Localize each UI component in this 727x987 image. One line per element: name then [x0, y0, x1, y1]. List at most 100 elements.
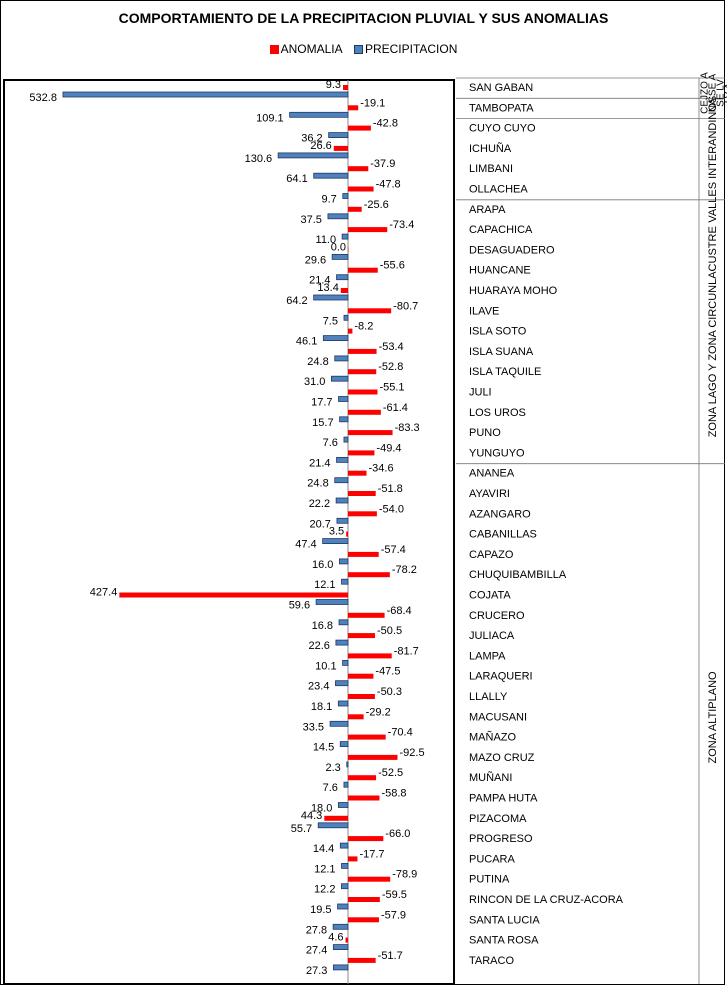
anomaly-bar-16 — [348, 389, 378, 395]
legend-swatch-anomalia — [269, 45, 279, 54]
precip-label-7: 37.5 — [301, 214, 322, 226]
precip-bar-21 — [335, 497, 349, 504]
anomaly-bar-27 — [348, 612, 385, 618]
anomaly-label-18: -83.3 — [395, 422, 420, 434]
anomaly-label-39: -17.7 — [359, 848, 384, 860]
anomaly-bar-17 — [348, 409, 381, 415]
precip-bar-11 — [313, 294, 349, 301]
anomaly-label-31: -50.3 — [377, 686, 402, 698]
precip-label-42: 27.8 — [306, 924, 327, 936]
anomaly-bar-37 — [324, 815, 348, 821]
precip-bar-37 — [317, 822, 349, 829]
region-label-1: CEJZO A — [700, 72, 711, 114]
station-label-35: MUÑANI — [469, 771, 512, 784]
precip-label-16: 17.7 — [311, 397, 332, 409]
anomaly-bar-28 — [348, 633, 376, 639]
precip-label-43: 27.4 — [306, 945, 327, 957]
precip-bar-12 — [343, 314, 349, 321]
precip-bar-19 — [336, 456, 349, 463]
anomaly-bar-7 — [348, 206, 362, 212]
precip-label-29: 10.1 — [315, 660, 336, 672]
precip-label-6: 9.7 — [322, 194, 337, 206]
anomaly-bar-29 — [348, 653, 392, 659]
station-label-32: MACUSANI — [469, 711, 527, 723]
precip-bar-28 — [335, 639, 349, 646]
anomaly-label-35: -52.5 — [378, 767, 403, 779]
precip-bar-31 — [337, 700, 349, 707]
anomaly-label-30: -47.5 — [375, 666, 400, 678]
precip-label-36: 18.0 — [311, 803, 332, 815]
anomaly-label-6: -47.8 — [376, 179, 401, 191]
precip-bar-2 — [289, 111, 349, 118]
precip-label-21: 22.2 — [309, 498, 330, 510]
precip-label-13: 46.1 — [296, 336, 317, 348]
precip-label-37: 55.7 — [291, 823, 312, 835]
anomaly-label-36: -58.8 — [381, 788, 406, 800]
anomaly-bar-19 — [348, 450, 375, 456]
anomaly-bar-43 — [345, 937, 348, 943]
anomaly-label-40: -78.9 — [392, 869, 417, 881]
station-label-26: COJATA — [469, 590, 511, 602]
precip-label-1: 532.8 — [29, 92, 57, 104]
precip-label-22: 20.7 — [310, 518, 331, 530]
precip-bar-33 — [339, 741, 349, 747]
precip-bar-24 — [339, 558, 349, 565]
station-label-14: ISLA SUANA — [469, 346, 534, 358]
station-label-23: CABANILLAS — [469, 529, 537, 541]
anomaly-label-44: -51.7 — [378, 950, 403, 962]
anomaly-label-17: -61.4 — [383, 402, 408, 414]
precip-label-31: 18.1 — [311, 701, 332, 713]
precip-label-3: 36.2 — [301, 133, 322, 145]
precip-bar-3 — [328, 132, 349, 139]
precip-label-4: 130.6 — [245, 153, 273, 165]
anomaly-label-1: 9.3 — [326, 79, 341, 91]
station-label-18: PUNO — [469, 427, 501, 439]
station-label-15: ISLA TAQUILE — [469, 366, 541, 378]
anomaly-label-33: -70.4 — [388, 727, 413, 739]
precip-bar-9 — [331, 253, 349, 260]
precip-label-34: 2.3 — [325, 762, 340, 774]
anomaly-label-37: 44.3 — [301, 810, 322, 822]
precip-label-40: 12.2 — [314, 884, 335, 896]
anomaly-bar-14 — [348, 348, 377, 354]
precip-label-15: 31.0 — [304, 376, 325, 388]
anomaly-label-23: 3.5 — [329, 526, 344, 538]
anomaly-label-5: -37.9 — [370, 158, 395, 170]
station-label-38: PROGRESO — [469, 833, 533, 845]
precip-label-17: 15.7 — [312, 417, 333, 429]
precip-bar-16 — [338, 396, 349, 402]
precip-bar-23 — [322, 538, 349, 544]
precip-label-39: 12.1 — [314, 863, 335, 875]
chart-title: COMPORTAMIENTO DE LA PRECIPITACION PLUVI… — [118, 10, 609, 26]
station-label-17: LOS UROS — [469, 407, 526, 419]
precip-label-32: 33.5 — [303, 721, 324, 733]
plot-area — [3, 79, 455, 985]
anomaly-bar-18 — [348, 430, 393, 436]
anomaly-bar-41 — [348, 897, 380, 902]
region-label-8: ZONA ALTIPLANO — [707, 671, 719, 764]
station-label-41: RINCON DE LA CRUZ-ACORA — [469, 894, 624, 906]
precip-bar-10 — [336, 274, 349, 281]
precip-bar-6 — [342, 193, 349, 199]
precip-bar-18 — [343, 436, 349, 443]
precip-bar-7 — [327, 213, 349, 220]
precip-bar-17 — [339, 416, 349, 423]
anomaly-bar-30 — [348, 673, 374, 679]
anomaly-label-27: -68.4 — [387, 605, 412, 617]
anomaly-label-42: -57.9 — [381, 909, 406, 921]
anomaly-bar-24 — [348, 551, 379, 557]
station-label-12: ILAVE — [469, 305, 499, 317]
station-label-19: YUNGUYO — [469, 447, 525, 459]
station-label-9: DESAGUADERO — [469, 244, 555, 256]
precip-bar-41 — [337, 903, 349, 910]
region-label-3: SE LV — [716, 79, 727, 107]
legend-swatch-precipitacion — [353, 45, 363, 54]
precip-label-19: 21.4 — [309, 457, 330, 469]
anomaly-bar-20 — [348, 470, 367, 476]
precip-bar-13 — [322, 335, 349, 342]
anomaly-bar-38 — [348, 836, 384, 842]
precip-label-26: 59.6 — [289, 600, 310, 612]
anomaly-label-11: 13.4 — [317, 282, 338, 294]
anomaly-label-9: 0.0 — [331, 241, 346, 253]
anomaly-bar-26 — [119, 592, 348, 598]
